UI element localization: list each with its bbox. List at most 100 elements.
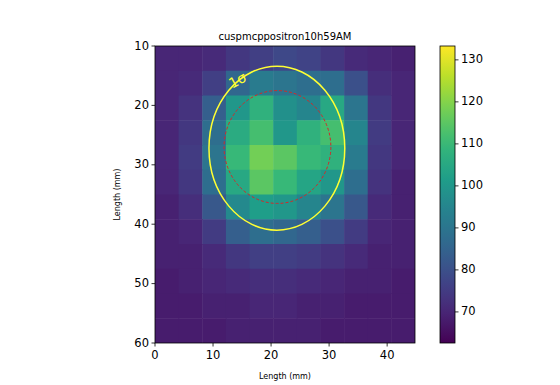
heat-cell xyxy=(226,170,250,195)
heat-cell xyxy=(368,145,392,170)
heat-cell xyxy=(344,269,368,294)
heat-cell xyxy=(250,195,274,220)
y-tick xyxy=(152,164,156,165)
heat-cell xyxy=(250,120,274,145)
heat-cell xyxy=(297,244,321,269)
heat-cell xyxy=(273,318,297,343)
colorbar-tick xyxy=(455,59,459,60)
heat-cell xyxy=(155,318,179,343)
heat-cell xyxy=(320,294,344,319)
heat-cell xyxy=(250,170,274,195)
y-tick xyxy=(152,283,156,284)
heat-cell xyxy=(344,244,368,269)
colorbar-tick-label: 100 xyxy=(461,178,483,192)
heat-cell xyxy=(250,244,274,269)
heat-cell xyxy=(202,46,226,71)
x-tick xyxy=(329,343,330,347)
y-tick-label: 60 xyxy=(134,336,149,350)
x-tick xyxy=(213,343,214,347)
heat-cell xyxy=(273,170,297,195)
heat-cell xyxy=(250,96,274,121)
colorbar-tick-label: 110 xyxy=(461,136,483,150)
heat-cell xyxy=(344,170,368,195)
heat-cell xyxy=(391,170,415,195)
heat-cell xyxy=(391,120,415,145)
heat-cell xyxy=(391,219,415,244)
heat-cell xyxy=(155,170,179,195)
heat-cell xyxy=(391,145,415,170)
heat-cell xyxy=(226,219,250,244)
heat-cell xyxy=(368,170,392,195)
heat-cell xyxy=(202,269,226,294)
heat-cell xyxy=(179,294,203,319)
heat-cell xyxy=(273,269,297,294)
heat-cell xyxy=(179,120,203,145)
heat-cell xyxy=(391,71,415,96)
colorbar xyxy=(440,46,455,343)
colorbar-tick-label: 130 xyxy=(461,52,483,66)
y-tick xyxy=(152,343,156,344)
heat-cell xyxy=(368,195,392,220)
heat-cell xyxy=(202,120,226,145)
heat-cell xyxy=(155,46,179,71)
colorbar-tick-label: 120 xyxy=(461,94,483,108)
heat-cell xyxy=(273,145,297,170)
heat-cell xyxy=(155,294,179,319)
sigma-ellipse xyxy=(209,66,345,230)
x-tick-label: 0 xyxy=(151,348,158,362)
heat-cell xyxy=(368,120,392,145)
heat-cell xyxy=(179,318,203,343)
colorbar-tick xyxy=(455,143,459,144)
heat-cell xyxy=(226,96,250,121)
y-tick xyxy=(152,224,156,225)
heat-cell xyxy=(391,294,415,319)
heat-cell xyxy=(297,294,321,319)
heat-cell xyxy=(368,318,392,343)
heat-cell xyxy=(250,219,274,244)
heat-cell xyxy=(368,244,392,269)
heat-cell xyxy=(344,96,368,121)
y-tick-label: 40 xyxy=(134,217,149,231)
heat-cell xyxy=(179,170,203,195)
heat-cell xyxy=(344,294,368,319)
heat-cell xyxy=(202,294,226,319)
heat-cell xyxy=(320,219,344,244)
colorbar-tick xyxy=(455,311,459,312)
heat-cell xyxy=(226,318,250,343)
heat-cell xyxy=(179,244,203,269)
heat-cell xyxy=(179,269,203,294)
colorbar-tick xyxy=(455,185,459,186)
y-tick-label: 10 xyxy=(134,39,149,53)
colorbar-tick xyxy=(455,269,459,270)
y-tick-label: 20 xyxy=(134,98,149,112)
heat-cell xyxy=(320,269,344,294)
heat-cell xyxy=(250,145,274,170)
heat-cell xyxy=(155,120,179,145)
heat-cell xyxy=(250,294,274,319)
heat-cell xyxy=(368,294,392,319)
heat-cell xyxy=(155,145,179,170)
heat-cell xyxy=(344,219,368,244)
heat-cell xyxy=(202,145,226,170)
heat-cell xyxy=(179,145,203,170)
heat-cell xyxy=(155,195,179,220)
heat-cell xyxy=(273,195,297,220)
x-tick xyxy=(155,343,156,347)
plot-area xyxy=(155,46,415,343)
chart: 1σ010203040102030405060cuspmcppositron10… xyxy=(0,0,560,385)
colorbar-tick-label: 90 xyxy=(461,220,476,234)
heat-cell xyxy=(368,71,392,96)
heat-cell xyxy=(273,71,297,96)
colorbar-tick xyxy=(455,227,459,228)
heat-cell xyxy=(320,120,344,145)
heat-cell xyxy=(297,120,321,145)
heat-cell xyxy=(155,71,179,96)
x-tick xyxy=(387,343,388,347)
x-axis-label: Length (mm) xyxy=(259,372,311,381)
heat-cell xyxy=(344,46,368,71)
heat-cell xyxy=(297,269,321,294)
heat-cell xyxy=(226,244,250,269)
heat-cell xyxy=(226,294,250,319)
heat-cell xyxy=(368,96,392,121)
heat-cell xyxy=(273,120,297,145)
